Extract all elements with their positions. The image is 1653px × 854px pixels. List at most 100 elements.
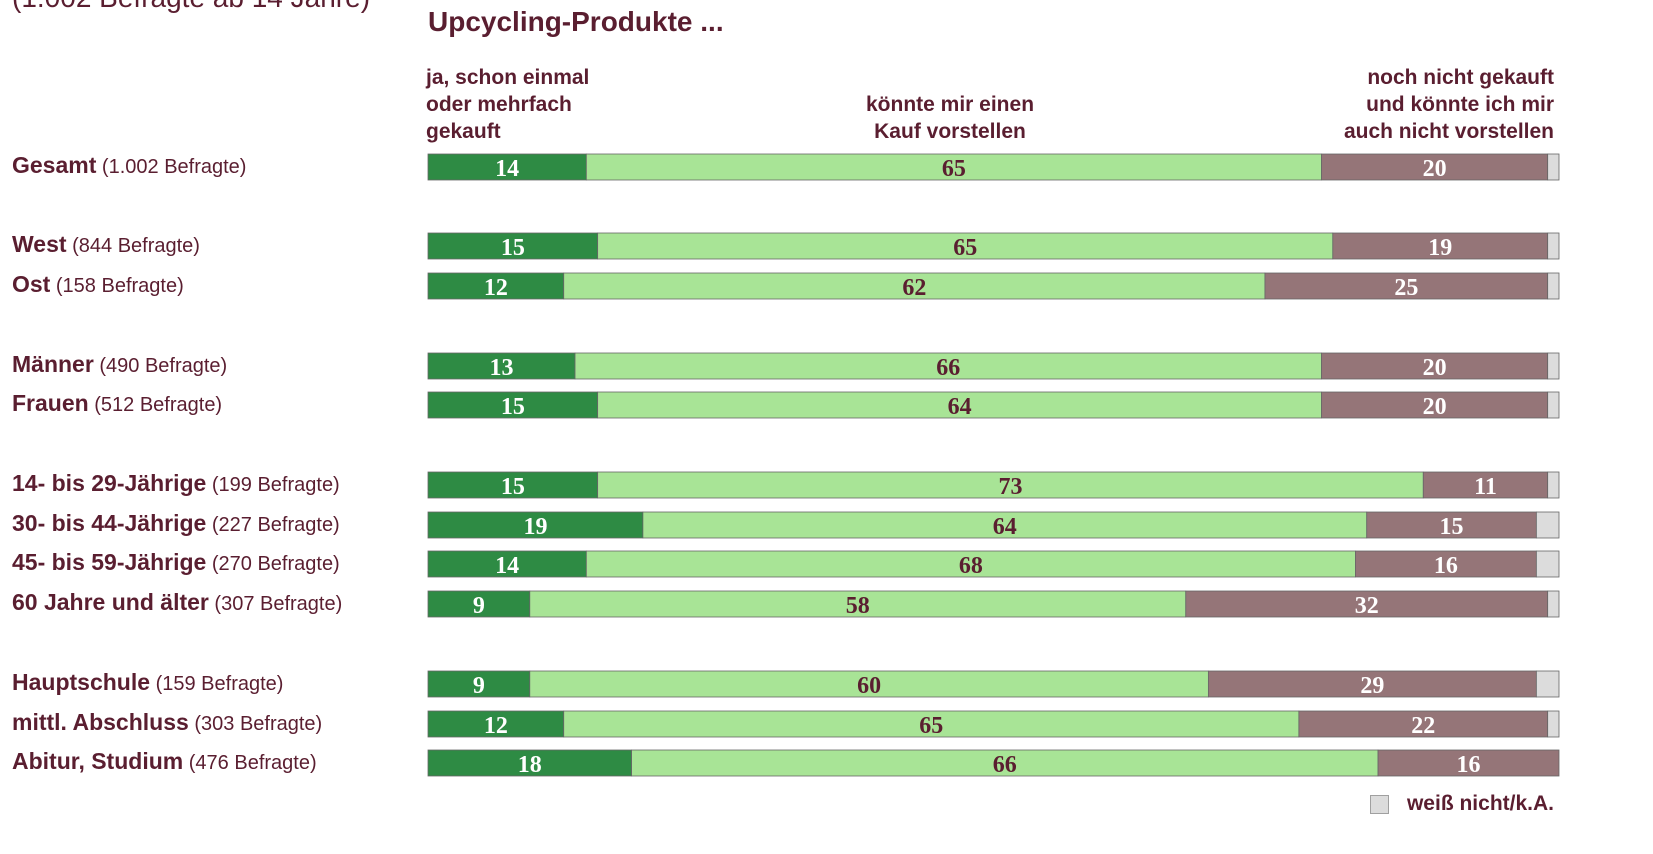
row-label: Männer (490 Befragte): [12, 351, 227, 378]
row-label-count: (199 Befragte): [206, 474, 340, 496]
bar-nn: [1422, 471, 1549, 499]
data-label-nn: 20: [1423, 156, 1447, 182]
data-label-ja: 14: [495, 553, 519, 579]
data-label-kv: 62: [902, 275, 926, 301]
column-header-kv: könnte mir einen Kauf vorstellen: [760, 91, 1140, 145]
bar-wn: [1547, 471, 1560, 499]
data-label-ja: 12: [484, 713, 508, 739]
bar-nn: [1185, 590, 1549, 618]
data-label-ja: 12: [484, 275, 508, 301]
bar-wn: [1547, 391, 1560, 419]
data-label-kv: 65: [953, 235, 977, 261]
row-label: Hauptschule (159 Befragte): [12, 669, 283, 696]
row-label-group: Hauptschule: [12, 669, 151, 695]
row-label-count: (512 Befragte): [88, 394, 223, 416]
bar-nn: [1332, 232, 1549, 260]
data-label-ja: 14: [495, 156, 519, 182]
data-label-nn: 20: [1423, 394, 1447, 420]
bar-kv: [642, 511, 1368, 539]
row-label: Abitur, Studium (476 Befragte): [12, 748, 317, 775]
data-label-nn: 29: [1360, 673, 1384, 699]
row-label-group: 30- bis 44-Jährige: [12, 510, 207, 536]
bar-wn: [1547, 153, 1560, 181]
bar-kv: [574, 352, 1322, 380]
legend: weiß nicht/k.A.: [1369, 792, 1554, 816]
bar-wn: [1535, 511, 1560, 539]
row-label-count: (270 Befragte): [206, 553, 340, 575]
column-header-kv-line: Kauf vorstellen: [874, 120, 1026, 143]
bar-ja: [427, 352, 576, 380]
row-label: 60 Jahre und älter (307 Befragte): [12, 589, 342, 616]
bar-nn: [1207, 670, 1537, 698]
data-label-ja: 15: [501, 474, 525, 500]
bar-nn: [1298, 710, 1549, 738]
data-label-kv: 60: [857, 673, 881, 699]
data-label-ja: 9: [473, 593, 485, 619]
bar-ja: [427, 670, 531, 698]
bar-wn: [1535, 550, 1560, 578]
bar-nn: [1321, 391, 1549, 419]
bar-ja: [427, 710, 565, 738]
data-label-nn: 16: [1457, 752, 1481, 778]
legend-swatch-wn: [1369, 794, 1389, 814]
row-label-group: West: [12, 231, 67, 257]
bar-nn: [1264, 272, 1549, 300]
row-label-group: Männer: [12, 351, 94, 377]
bar-nn: [1366, 511, 1537, 539]
bar-kv: [563, 272, 1266, 300]
row-label-count: (844 Befragte): [66, 235, 200, 257]
data-label-nn: 25: [1394, 275, 1418, 301]
bar-kv: [631, 749, 1379, 777]
bar-ja: [427, 272, 565, 300]
row-label: Frauen (512 Befragte): [12, 390, 222, 417]
bar-wn: [1547, 272, 1560, 300]
data-label-kv: 68: [959, 553, 983, 579]
data-label-nn: 20: [1423, 355, 1447, 381]
row-label-count: (490 Befragte): [93, 355, 228, 377]
column-header-ja-line: ja, schon einmal: [426, 66, 590, 89]
bar-nn: [1355, 550, 1537, 578]
row-label-group: 14- bis 29-Jährige: [12, 470, 207, 496]
data-label-kv: 73: [998, 474, 1022, 500]
bar-kv: [597, 471, 1424, 499]
bar-wn: [1547, 352, 1560, 380]
bar-nn: [1321, 352, 1549, 380]
bar-ja: [427, 391, 599, 419]
bar-wn: [1547, 590, 1560, 618]
row-label: Ost (158 Befragte): [12, 271, 184, 298]
data-label-kv: 66: [993, 752, 1017, 778]
data-label-ja: 18: [518, 752, 542, 778]
data-label-kv: 65: [919, 713, 943, 739]
column-header-ja-line: gekauft: [426, 120, 501, 143]
data-label-kv: 65: [942, 156, 966, 182]
data-label-nn: 32: [1355, 593, 1379, 619]
bar-ja: [427, 471, 599, 499]
row-label-count: (303 Befragte): [188, 713, 323, 735]
data-label-ja: 15: [501, 235, 525, 261]
bar-nn: [1377, 749, 1560, 777]
column-header-ja: ja, schon einmal oder mehrfach gekauft: [426, 64, 589, 145]
column-header-nn-line: und könnte ich mir: [1366, 93, 1554, 116]
chart-title: Upcycling-Produkte ...: [428, 6, 724, 37]
data-label-kv: 64: [993, 514, 1017, 540]
data-label-nn: 11: [1474, 474, 1497, 500]
data-label-nn: 16: [1434, 553, 1458, 579]
bar-wn: [1535, 670, 1560, 698]
column-header-kv-line: könnte mir einen: [865, 93, 1035, 116]
bar-wn: [1547, 232, 1560, 260]
row-label-count: (307 Befragte): [208, 593, 343, 615]
column-header-nn: noch nicht gekauft und könnte ich mir au…: [1344, 64, 1554, 145]
row-label-group: 45- bis 59-Jährige: [12, 549, 207, 575]
row-label-group: Gesamt: [12, 152, 97, 178]
row-label-group: 60 Jahre und älter: [12, 589, 209, 615]
row-label-count: (1.002 Befragte): [96, 156, 247, 178]
data-label-ja: 9: [473, 673, 485, 699]
row-label: Gesamt (1.002 Befragte): [12, 152, 246, 179]
bar-kv: [529, 670, 1209, 698]
row-label-group: Ost: [12, 271, 51, 297]
column-header-ja-line: oder mehrfach: [426, 93, 572, 116]
data-label-ja: 19: [523, 514, 547, 540]
bar-kv: [563, 710, 1300, 738]
column-header-nn-line: noch nicht gekauft: [1367, 66, 1554, 89]
